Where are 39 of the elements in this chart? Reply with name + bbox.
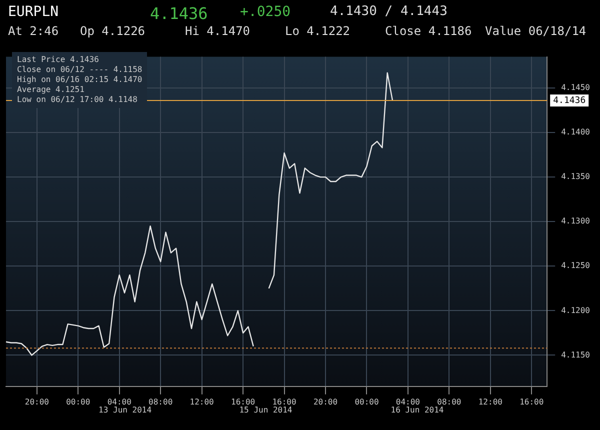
y-tick-label: 4.1250 (561, 261, 590, 270)
y-tick-label: 4.1400 (561, 128, 590, 137)
x-tick-label: 16:00 (272, 397, 296, 406)
x-tick-label: 12:00 (478, 397, 503, 406)
chart-title: EURPLN (8, 4, 59, 20)
x-tick-label: 04:00 (107, 397, 132, 406)
ref-line-label: 4.1436 (553, 96, 586, 106)
x-tick-label: 00:00 (66, 397, 90, 406)
text: Op 4.1226 (80, 24, 146, 38)
text: Close 4.1186 (385, 24, 472, 38)
y-tick-label: 4.1350 (561, 172, 590, 182)
y-tick-label: 4.1300 (561, 216, 590, 226)
y-tick-label: 4.1450 (561, 83, 590, 92)
x-tick-label: 04:00 (396, 397, 420, 406)
annotation: Average 4.1251 (17, 85, 86, 95)
text: Lo 4.1222 (285, 24, 350, 38)
text: Value 06/18/14 (485, 24, 586, 38)
x-tick-label: 20:00 (24, 397, 50, 406)
text: 13 Jun 2014 (98, 405, 152, 414)
annotation: Close on 06/12 ---- 4.1158 (17, 65, 142, 75)
text: 4.1436 (150, 4, 208, 23)
y-tick-label: 4.1150 (561, 350, 590, 360)
annotation: Low on 06/12 17:00 4.1148 (17, 95, 138, 105)
text: 16 Jun 2014 (390, 405, 444, 414)
text: At 2:46 (8, 24, 59, 38)
annotation: Last Price 4.1436 (17, 55, 100, 65)
x-tick-label: 20:00 (313, 397, 338, 406)
text: 15 Jun 2014 (239, 405, 292, 414)
text: Hi 4.1470 (185, 24, 250, 38)
x-tick-label: 08:00 (148, 397, 173, 406)
x-tick-label: 12:00 (190, 397, 214, 406)
x-tick-label: 16:00 (231, 397, 256, 406)
x-tick-label: 08:00 (437, 397, 462, 406)
y-tick-label: 4.1200 (561, 306, 590, 315)
text: +.0250 (240, 4, 291, 20)
text: 4.1430 / 4.1443 (330, 4, 448, 19)
x-tick-label: 16:00 (520, 397, 544, 406)
x-tick-label: 00:00 (354, 397, 379, 406)
annotation: High on 06/16 02:15 4.1470 (17, 75, 142, 85)
